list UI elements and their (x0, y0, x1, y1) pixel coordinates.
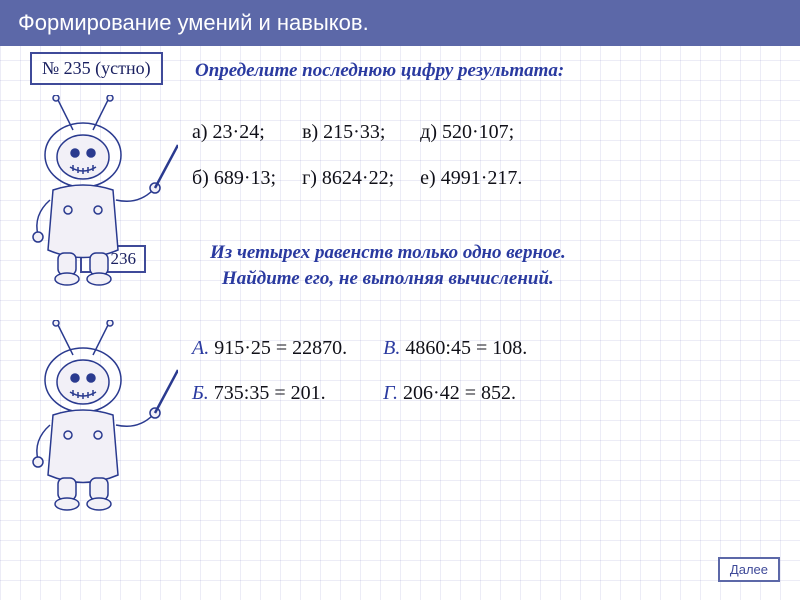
option-text: 206·42 = 852. (398, 382, 516, 404)
task2-instruction-line2: Найдите его, не выполняя вычислений. (222, 268, 554, 289)
robot-character-2 (18, 320, 178, 520)
task1-item-g: г) 8624·22; (302, 156, 418, 200)
task1-instruction: Определите последнюю цифру результата: (195, 60, 564, 82)
task2-instruction-line1: Из четырех равенств только одно верное. (210, 242, 566, 263)
task1-item-b: б) 689·13; (192, 156, 300, 200)
task2-options: А. 915·25 = 22870. В. 4860:45 = 108. Б. … (190, 325, 563, 417)
task-number-label: № 235 (устно) (42, 58, 151, 78)
task1-instruction-text: Определите последнюю цифру результата: (195, 60, 564, 81)
option-text: 915·25 = 22870. (209, 337, 347, 359)
next-button-label: Далее (730, 562, 768, 577)
task2-row: Б. 735:35 = 201. Г. 206·42 = 852. (192, 372, 561, 415)
task-number-box: № 235 (устно) (30, 52, 163, 85)
option-letter: А. (192, 337, 209, 359)
task1-item-d: д) 520·107; (420, 110, 546, 154)
option-text: 4860:45 = 108. (400, 337, 527, 359)
option-letter: Г. (383, 382, 398, 404)
task2-instruction: Из четырех равенств только одно верное. … (210, 240, 566, 291)
header-title: Формирование умений и навыков. (18, 10, 369, 35)
task2-option-g: Г. 206·42 = 852. (383, 372, 561, 415)
task2-option-v: В. 4860:45 = 108. (383, 327, 561, 370)
header-bar: Формирование умений и навыков. (0, 0, 800, 46)
task1-row: а) 23·24; в) 215·33; д) 520·107; (192, 110, 546, 154)
robot-character-1 (18, 95, 178, 295)
option-text: 735:35 = 201. (209, 382, 326, 404)
task1-row: б) 689·13; г) 8624·22; е) 4991·217. (192, 156, 546, 200)
task1-item-a: а) 23·24; (192, 110, 300, 154)
task2-row: А. 915·25 = 22870. В. 4860:45 = 108. (192, 327, 561, 370)
next-button[interactable]: Далее (718, 557, 780, 582)
task1-item-v: в) 215·33; (302, 110, 418, 154)
task1-problems: а) 23·24; в) 215·33; д) 520·107; б) 689·… (190, 108, 548, 202)
task2-option-b: Б. 735:35 = 201. (192, 372, 381, 415)
task1-item-e: е) 4991·217. (420, 156, 546, 200)
task2-option-a: А. 915·25 = 22870. (192, 327, 381, 370)
option-letter: В. (383, 337, 400, 359)
option-letter: Б. (192, 382, 209, 404)
